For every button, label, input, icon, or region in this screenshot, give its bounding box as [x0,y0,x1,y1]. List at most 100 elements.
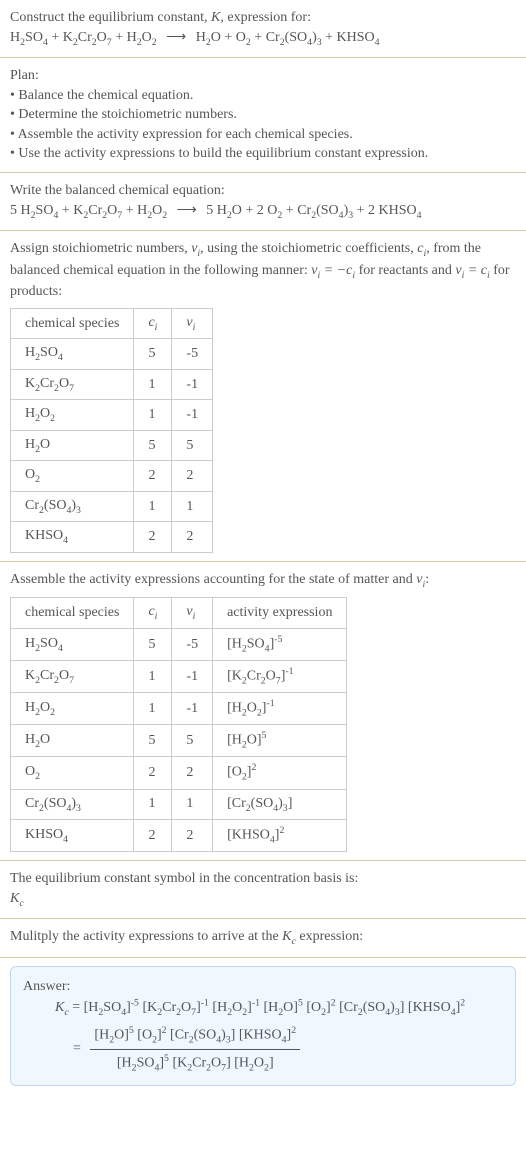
table-row: Cr2(SO4)311 [11,491,213,522]
t: Assemble the activity expressions accoun… [10,572,416,587]
table-row: H2O55 [11,430,213,461]
header-equation: H2SO4 + K2Cr2O7 + H2O2 ⟶ H2O + O2 + Cr2(… [10,28,516,50]
cell-species: KHSO4 [11,522,134,553]
balanced-section: Write the balanced chemical equation: 5 … [0,173,526,231]
table-row: Cr2(SO4)311[Cr2(SO4)3] [11,789,347,820]
t: expression: [296,929,363,944]
table-row: H2SO45-5[H2SO4]-5 [11,628,347,660]
kc-section: The equilibrium constant symbol in the c… [0,861,526,919]
t: Mulitply the activity expressions to arr… [10,929,282,944]
cell-activity: [H2SO4]-5 [213,628,347,660]
answer-terms: [H2SO4]-5 [K2Cr2O7]-1 [H2O2]-1 [H2O]5 [O… [84,1000,466,1015]
fraction-denominator: [H2SO4]5 [K2Cr2O7] [H2O2] [90,1050,300,1075]
table-row: KHSO422[KHSO4]2 [11,820,347,852]
header-section: Construct the equilibrium constant, K, e… [0,0,526,58]
header-text-2: , expression for: [220,10,311,25]
cell-species: H2O2 [11,693,134,725]
cell-species: K2Cr2O7 [11,660,134,692]
answer-line2: = [H2O]5 [O2]2 [Cr2(SO4)3] [KHSO4]2 [H2S… [23,1024,503,1075]
cell-vi: -5 [172,628,213,660]
c-i: ci [417,241,426,256]
cell-vi: -5 [172,339,213,370]
t: : [425,572,429,587]
t: for reactants and [355,263,455,278]
plan-title: Plan: [10,66,516,86]
cell-ci: 1 [134,400,172,431]
cell-ci: 2 [134,461,172,492]
header-text-1: Construct the equilibrium constant, [10,10,211,25]
balanced-title: Write the balanced chemical equation: [10,181,516,201]
cell-activity: [K2Cr2O7]-1 [213,660,347,692]
plan-item: • Balance the chemical equation. [10,86,516,106]
header-line: Construct the equilibrium constant, K, e… [10,8,516,28]
cell-ci: 1 [134,660,172,692]
stoich-table: chemical speciesciνiH2SO45-5K2Cr2O71-1H2… [10,308,213,553]
cell-vi: -1 [172,660,213,692]
cell-vi: -1 [172,693,213,725]
stoich-section: Assign stoichiometric numbers, νi, using… [0,231,526,562]
header-K: K [211,10,220,25]
plan-section: Plan: • Balance the chemical equation.• … [0,58,526,173]
cell-species: H2O [11,725,134,757]
cell-species: Cr2(SO4)3 [11,789,134,820]
plan-item: • Assemble the activity expression for e… [10,125,516,145]
cell-vi: 1 [172,491,213,522]
kc: Kc [55,1000,69,1015]
cell-vi: 2 [172,820,213,852]
nu-i: νi [191,241,200,256]
rel2: νi = ci [455,263,489,278]
cell-ci: 5 [134,725,172,757]
cell-ci: 2 [134,820,172,852]
col-species: chemical species [11,308,134,339]
cell-activity: [H2O]5 [213,725,347,757]
t: Assign stoichiometric numbers, [10,241,191,256]
answer-box: Answer: Kc = [H2SO4]-5 [K2Cr2O7]-1 [H2O2… [10,966,516,1086]
answer-fraction: [H2O]5 [O2]2 [Cr2(SO4)3] [KHSO4]2 [H2SO4… [90,1024,300,1075]
balanced-equation: 5 H2SO4 + K2Cr2O7 + H2O2 ⟶ 5 H2O + 2 O2 … [10,201,516,223]
cell-ci: 5 [134,339,172,370]
table-row: K2Cr2O71-1 [11,369,213,400]
kc-symbol: Kc [10,889,516,911]
cell-species: H2O [11,430,134,461]
cell-ci: 2 [134,757,172,789]
col-vi: νi [172,598,213,629]
cell-species: H2SO4 [11,339,134,370]
answer-line1: Kc = [H2SO4]-5 [K2Cr2O7]-1 [H2O2]-1 [H2O… [23,996,503,1019]
t: , using the stoichiometric coefficients, [200,241,417,256]
cell-ci: 1 [134,369,172,400]
bal-lhs: 5 H2SO4 + K2Cr2O7 + H2O2 [10,203,167,218]
cell-activity: [H2O2]-1 [213,693,347,725]
cell-activity: [KHSO4]2 [213,820,347,852]
cell-ci: 5 [134,628,172,660]
fraction-numerator: [H2O]5 [O2]2 [Cr2(SO4)3] [KHSO4]2 [90,1024,300,1050]
cell-vi: 5 [172,430,213,461]
plan-list: • Balance the chemical equation.• Determ… [10,86,516,164]
table-row: H2O21-1[H2O2]-1 [11,693,347,725]
cell-species: K2Cr2O7 [11,369,134,400]
col-vi: νi [172,308,213,339]
cell-species: H2SO4 [11,628,134,660]
cell-vi: 2 [172,522,213,553]
eq-lhs: H2SO4 + K2Cr2O7 + H2O2 [10,30,157,45]
arrow-icon: ⟶ [171,203,203,218]
cell-vi: -1 [172,369,213,400]
rel: νi = −ci [311,263,355,278]
arrow-icon: ⟶ [160,30,192,45]
kc-line: The equilibrium constant symbol in the c… [10,869,516,889]
cell-activity: [Cr2(SO4)3] [213,789,347,820]
cell-species: Cr2(SO4)3 [11,491,134,522]
cell-vi: 5 [172,725,213,757]
cell-vi: 1 [172,789,213,820]
kc: Kc [282,929,296,944]
cell-ci: 1 [134,789,172,820]
col-activity: activity expression [213,598,347,629]
eq-rhs: H2O + O2 + Cr2(SO4)3 + KHSO4 [196,30,380,45]
nu-i: νi [416,572,425,587]
bal-rhs: 5 H2O + 2 O2 + Cr2(SO4)3 + 2 KHSO4 [206,203,421,218]
c: c [19,898,23,909]
equals: = [55,1039,87,1059]
cell-activity: [O2]2 [213,757,347,789]
answer-label: Answer: [23,977,503,997]
table-row: O222[O2]2 [11,757,347,789]
cell-vi: 2 [172,757,213,789]
